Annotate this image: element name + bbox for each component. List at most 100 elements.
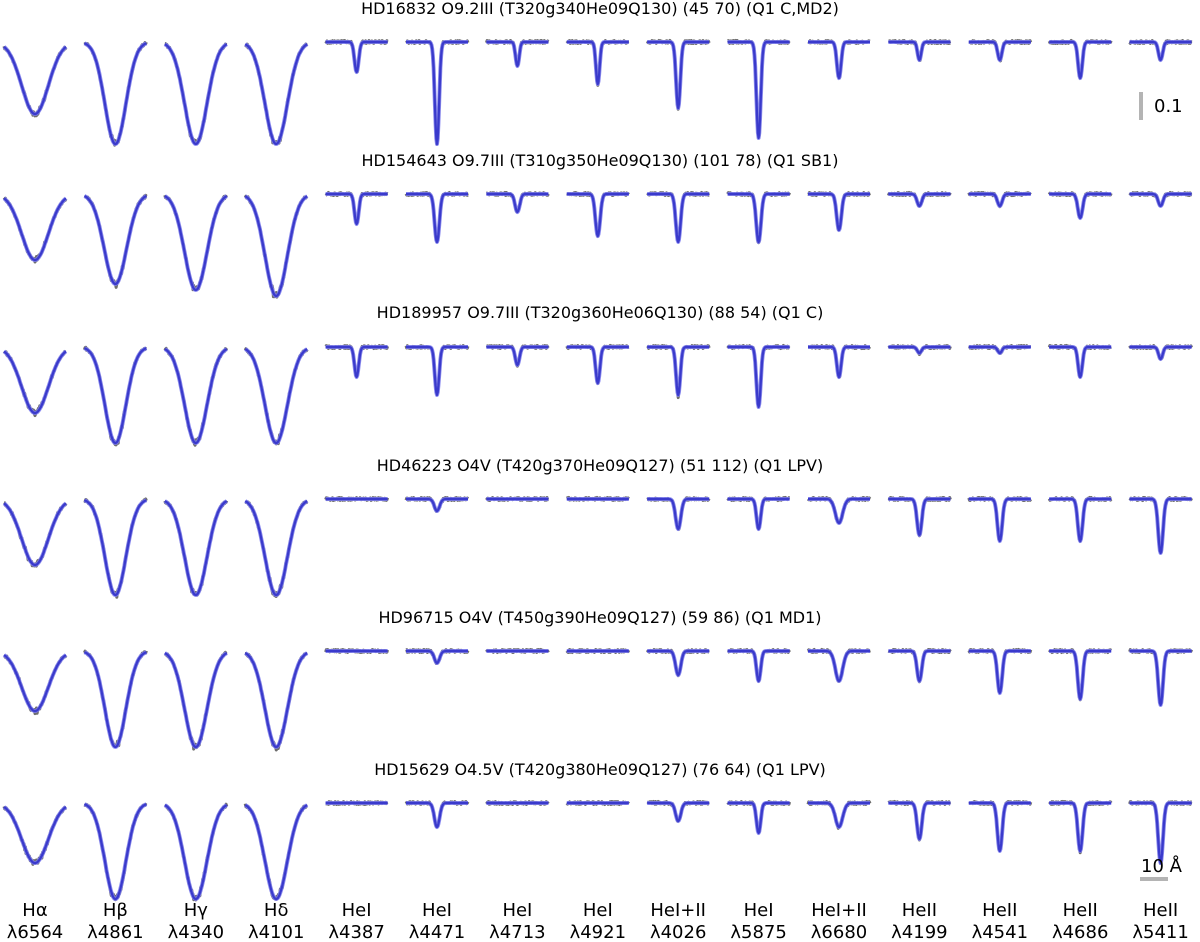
star-title: HD154643 O9.7III (T310g350He09Q130) (101… — [362, 151, 839, 170]
line-name-label: HeI+II — [811, 900, 867, 921]
line-panel — [726, 496, 791, 531]
line-panel — [887, 648, 952, 684]
model-fit — [646, 345, 710, 397]
line-panel — [324, 344, 390, 379]
line-wavelength-label: λ4861 — [87, 922, 143, 942]
line-panel — [324, 648, 390, 654]
line-panel — [163, 194, 229, 292]
line-wavelength-label: λ4921 — [570, 922, 626, 942]
model-fit-light — [967, 801, 1033, 853]
line-wavelength-label: λ6564 — [7, 922, 63, 942]
line-panel — [1047, 648, 1113, 702]
line-panel — [324, 496, 390, 502]
model-fit-light — [324, 345, 389, 379]
model-fit-light — [806, 40, 872, 80]
model-fit-light — [1047, 345, 1113, 379]
line-panel — [565, 191, 631, 238]
line-panel — [163, 346, 229, 447]
line-name-label: HeI — [342, 900, 372, 921]
line-name-label: HeII — [1063, 900, 1098, 921]
model-fit — [164, 43, 228, 146]
line-wavelength-label: λ4471 — [409, 922, 465, 942]
model-fit — [968, 192, 1032, 208]
line-name-label: HeI — [502, 900, 532, 921]
star-title: HD15629 O4.5V (T420g380He09Q127) (76 64)… — [374, 760, 826, 779]
model-fit-light — [83, 650, 148, 749]
model-fit — [727, 801, 791, 835]
line-panel — [967, 39, 1033, 63]
line-panel — [645, 800, 711, 823]
model-fit — [164, 804, 228, 901]
line-panel — [404, 191, 470, 244]
model-fit — [83, 42, 147, 146]
line-panel — [83, 649, 148, 749]
line-panel — [806, 191, 872, 232]
model-fit — [566, 192, 630, 238]
line-panel — [967, 344, 1033, 355]
model-fit-light — [645, 801, 711, 823]
line-panel — [645, 344, 711, 400]
line-panel — [645, 39, 711, 111]
line-panel — [404, 496, 470, 513]
line-panel — [1128, 39, 1193, 62]
model-fit-light — [645, 497, 711, 531]
line-panel — [1047, 39, 1113, 80]
line-panel — [806, 800, 872, 830]
line-panel — [806, 496, 872, 525]
model-fit — [887, 192, 951, 208]
line-panel — [83, 497, 148, 599]
line-panel — [565, 648, 631, 654]
line-panel — [324, 800, 389, 806]
line-wavelength-label: λ4026 — [650, 922, 706, 942]
line-panel — [1128, 496, 1193, 555]
line-panel — [1047, 344, 1113, 379]
model-fit-light — [726, 801, 791, 835]
model-fit — [727, 345, 791, 409]
model-fit — [486, 345, 549, 367]
model-fit — [566, 345, 630, 385]
line-panel — [806, 648, 872, 683]
model-fit-light — [2, 501, 68, 567]
model-fit-light — [565, 192, 631, 238]
model-fit — [164, 500, 228, 597]
observed-spectrum — [806, 496, 872, 525]
line-panel — [1128, 344, 1193, 361]
line-panel — [886, 191, 952, 208]
model-fit — [83, 347, 147, 445]
model-fit-light — [404, 801, 470, 829]
model-fit — [3, 350, 67, 415]
model-fit — [807, 801, 871, 829]
line-panel — [887, 344, 952, 356]
line-panel — [83, 41, 148, 147]
model-fit-light — [1128, 801, 1193, 865]
model-fit — [887, 497, 951, 537]
model-fit-light — [887, 497, 952, 537]
model-fit-light — [83, 498, 148, 597]
line-wavelength-label: λ4686 — [1052, 922, 1108, 942]
model-fit — [1129, 40, 1193, 62]
model-fit — [566, 40, 630, 86]
model-fit — [968, 497, 1032, 543]
model-fit-light — [404, 649, 470, 665]
line-panel — [887, 800, 952, 842]
model-fit — [968, 345, 1032, 355]
model-fit-light — [1128, 192, 1193, 208]
model-fit — [405, 345, 469, 397]
model-fit-light — [324, 192, 389, 226]
line-panel — [645, 496, 711, 531]
model-fit — [325, 192, 388, 226]
model-fit — [1129, 801, 1193, 865]
star-title: HD46223 O4V (T420g370He09Q127) (51 112) … — [377, 456, 824, 475]
line-panel — [1047, 800, 1113, 855]
model-fit-light — [404, 345, 470, 397]
model-fit-light — [726, 497, 791, 531]
panel-grid — [2, 39, 1193, 902]
line-wavelength-label: λ4199 — [891, 922, 947, 942]
model-fit — [807, 497, 871, 525]
model-fit — [486, 40, 549, 68]
line-panel — [83, 193, 148, 289]
line-panel — [485, 648, 550, 654]
line-panel — [404, 344, 470, 397]
line-panel — [485, 191, 550, 214]
model-fit-light — [726, 192, 791, 244]
